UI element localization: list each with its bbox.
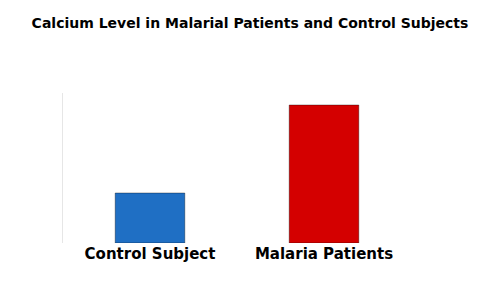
svg-text:Calcium Level in Malarial Pati: Calcium Level in Malarial Patients and C…: [32, 15, 469, 31]
svg-text:Control Subject: Control Subject: [85, 245, 216, 263]
svg-text:Malaria Patients: Malaria Patients: [255, 245, 393, 263]
